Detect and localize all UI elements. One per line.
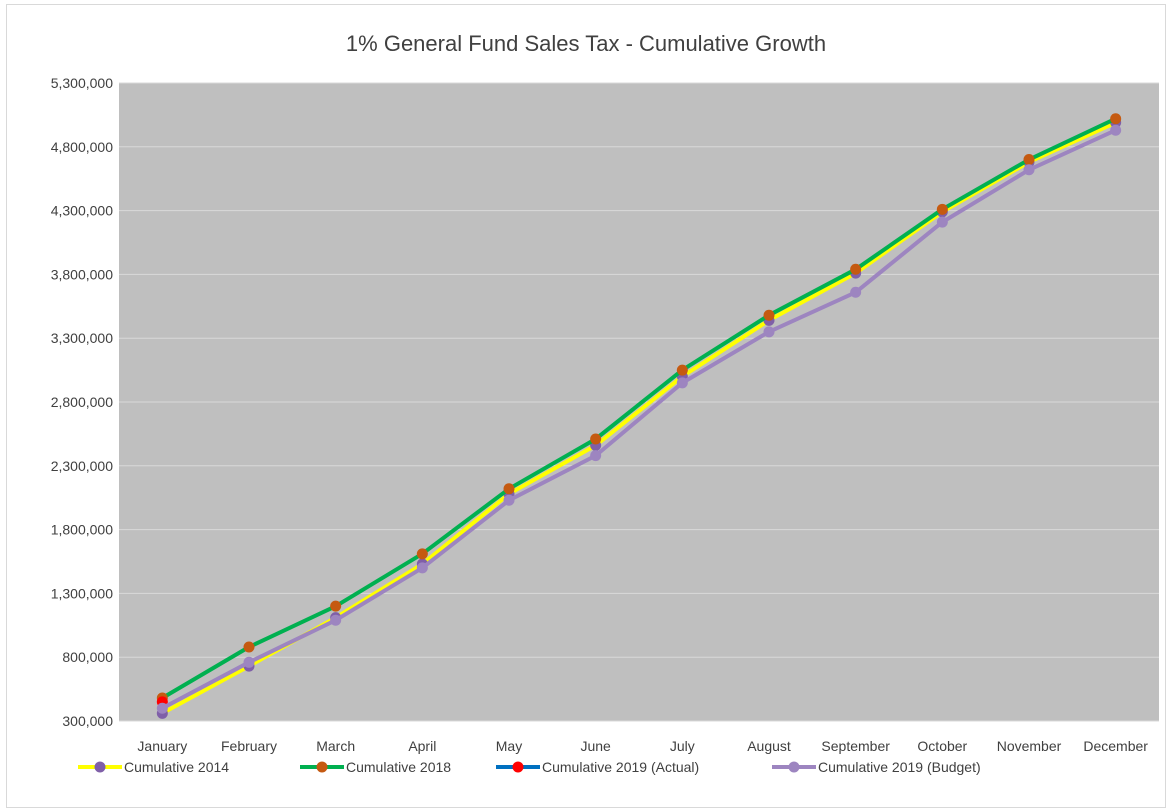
legend-item: Cumulative 2019 (Budget) xyxy=(772,759,981,775)
y-tick-label: 800,000 xyxy=(62,649,113,665)
x-tick-label: May xyxy=(496,738,522,754)
y-tick-label: 2,300,000 xyxy=(51,458,113,474)
legend-label: Cumulative 2019 (Actual) xyxy=(542,759,699,775)
legend-label: Cumulative 2019 (Budget) xyxy=(818,759,981,775)
data-point xyxy=(503,494,515,506)
data-point xyxy=(503,483,515,495)
data-point xyxy=(416,548,428,560)
y-tick-label: 4,800,000 xyxy=(51,139,113,155)
data-point xyxy=(243,656,255,668)
data-point xyxy=(763,326,775,338)
y-tick-label: 1,300,000 xyxy=(51,585,113,601)
legend-label: Cumulative 2014 xyxy=(124,759,229,775)
legend-item: Cumulative 2014 xyxy=(78,759,229,775)
data-point xyxy=(936,203,948,215)
y-tick-label: 3,800,000 xyxy=(51,266,113,282)
x-tick-label: September xyxy=(821,738,890,754)
series-layer xyxy=(156,113,1122,719)
y-tick-label: 4,300,000 xyxy=(51,203,113,219)
legend: Cumulative 2014 Cumulative 2018 Cumulative… xyxy=(78,759,981,775)
x-tick-label: November xyxy=(997,738,1062,754)
data-point xyxy=(850,263,862,275)
y-tick-label: 2,800,000 xyxy=(51,394,113,410)
data-point xyxy=(676,377,688,389)
data-point xyxy=(416,562,428,574)
data-point xyxy=(590,433,602,445)
series-line xyxy=(161,128,1117,710)
legend-item: Cumulative 2018 xyxy=(300,759,451,775)
x-tick-label: January xyxy=(137,738,187,754)
data-point xyxy=(330,600,342,612)
y-tick-label: 1,800,000 xyxy=(51,522,113,538)
legend-swatch-marker xyxy=(316,761,328,773)
y-axis-tick-labels: 300,000 800,000 1,300,000 1,800,000 2,300,00… xyxy=(51,75,114,729)
x-tick-label: August xyxy=(747,738,791,754)
data-point xyxy=(763,309,775,321)
chart-title: 1% General Fund Sales Tax - Cumulative G… xyxy=(346,31,826,56)
legend-swatch-marker xyxy=(512,761,524,773)
data-point xyxy=(156,702,168,714)
legend-swatch-marker xyxy=(788,761,800,773)
data-point xyxy=(1023,154,1035,166)
data-point xyxy=(243,641,255,653)
legend-swatch-marker xyxy=(94,761,106,773)
data-point xyxy=(590,450,602,462)
x-tick-label: March xyxy=(316,738,355,754)
x-tick-label: December xyxy=(1083,738,1148,754)
y-tick-label: 5,300,000 xyxy=(51,75,113,91)
series-3 xyxy=(156,124,1122,714)
data-point xyxy=(1110,124,1122,136)
x-axis-tick-labels: January February March April May June July Augu… xyxy=(137,738,1148,754)
x-tick-label: April xyxy=(408,738,436,754)
y-tick-label: 300,000 xyxy=(62,713,113,729)
data-point xyxy=(676,364,688,376)
x-tick-label: October xyxy=(917,738,967,754)
x-tick-label: February xyxy=(221,738,277,754)
data-point xyxy=(850,286,862,298)
data-point xyxy=(330,614,342,626)
legend-label: Cumulative 2018 xyxy=(346,759,451,775)
data-point xyxy=(1110,113,1122,125)
series-1 xyxy=(156,113,1122,704)
x-tick-label: June xyxy=(580,738,611,754)
data-point xyxy=(936,216,948,228)
series-line xyxy=(161,116,1117,700)
data-point xyxy=(1023,164,1035,176)
legend-item: Cumulative 2019 (Actual) xyxy=(496,759,699,775)
x-tick-label: July xyxy=(670,738,695,754)
y-tick-label: 3,300,000 xyxy=(51,330,113,346)
